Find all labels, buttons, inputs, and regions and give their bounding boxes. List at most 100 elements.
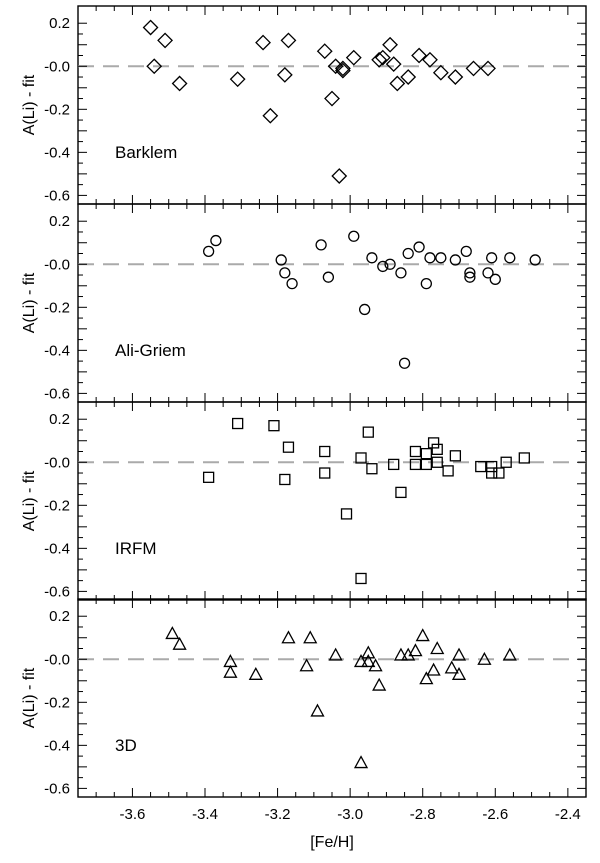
data-point-triangle <box>328 647 343 661</box>
x-tick-label: -3.6 <box>119 806 145 823</box>
x-tick-label: -3.2 <box>265 806 291 823</box>
data-point-triangle <box>451 647 467 661</box>
data-point-triangle <box>415 628 430 642</box>
panel-frame <box>77 401 587 601</box>
data-point-triangle <box>361 645 376 659</box>
data-point-square <box>500 456 512 468</box>
data-point-circle <box>464 271 476 283</box>
panel-frame <box>77 598 587 798</box>
data-point-square <box>431 443 443 455</box>
data-point-diamond <box>374 49 391 66</box>
data-point-triangle <box>419 671 434 685</box>
data-point-diamond <box>447 69 464 85</box>
data-point-circle <box>315 239 327 251</box>
data-point-triangle <box>401 647 416 661</box>
data-point-triangle <box>451 666 467 680</box>
data-point-triangle <box>408 643 423 657</box>
data-point-diamond <box>324 90 340 107</box>
panel-3d: 0.2 -0.0 -0.2 -0.4 -0.6 A(Li) - fit 3D <box>21 598 587 798</box>
data-point-diamond <box>400 69 417 85</box>
data-point-triangle <box>426 662 441 676</box>
data-point-square <box>431 456 443 468</box>
y-tick-label: -0.6 <box>44 780 70 797</box>
data-point-circle <box>348 230 360 242</box>
data-point-diamond <box>331 168 348 184</box>
y-axis-label: A(Li) - fit <box>21 470 38 531</box>
data-points <box>202 230 541 369</box>
data-point-diamond <box>171 75 188 92</box>
data-point-diamond <box>334 62 351 79</box>
y-tick-label: -0.0 <box>44 58 70 75</box>
data-point-triangle <box>353 654 369 668</box>
y-tick-label: 0.2 <box>49 608 70 625</box>
data-point-circle <box>486 252 498 264</box>
data-point-diamond <box>371 51 388 68</box>
y-tick-label: -0.2 <box>44 694 70 711</box>
data-point-circle <box>398 357 411 369</box>
data-point-square <box>427 437 440 449</box>
data-point-triangle <box>248 666 263 680</box>
data-points <box>142 19 496 184</box>
data-point-circle <box>435 252 447 264</box>
data-point-square <box>355 452 367 464</box>
panel-ali-griem: 0.2 -0.0 -0.2 -0.4 -0.6 A(Li) - fit Ali-Griem <box>21 203 587 403</box>
x-tick-label: -2.6 <box>482 806 508 823</box>
data-point-square <box>409 458 422 471</box>
data-point-square <box>420 448 432 460</box>
panel-label: Barklem <box>115 143 177 162</box>
data-point-triangle <box>393 647 409 661</box>
data-point-square <box>282 441 295 453</box>
data-point-triangle <box>303 630 318 644</box>
data-point-triangle <box>368 658 383 672</box>
data-point-square <box>518 452 530 464</box>
data-point-square <box>442 465 454 477</box>
data-point-circle <box>366 252 378 264</box>
data-point-circle <box>413 241 425 253</box>
data-point-circle <box>420 277 432 290</box>
data-point-diamond <box>382 36 398 53</box>
y-tick-label: -0.4 <box>44 342 70 359</box>
data-point-circle <box>286 277 298 290</box>
data-point-triangle <box>223 654 238 668</box>
data-point-diamond <box>334 60 351 77</box>
panel-irfm: 0.2 -0.0 -0.2 -0.4 -0.6 A(Li) - fit IRFM <box>21 401 587 601</box>
data-points <box>165 626 517 769</box>
data-point-circle <box>359 303 371 316</box>
data-point-diamond <box>345 49 362 66</box>
data-point-diamond <box>465 60 482 77</box>
y-axis-label: A(Li) - fit <box>21 272 38 333</box>
panel-frame <box>77 203 587 403</box>
y-tick-label: -0.2 <box>44 497 70 514</box>
data-point-diamond <box>276 66 293 83</box>
data-point-square <box>232 417 244 430</box>
data-point-square <box>202 471 215 483</box>
chart-panels: 0.2 -0.0 -0.2 -0.4 -0.6 A(Li) - fit Barklem 0.2… <box>21 5 587 798</box>
data-point-square <box>409 445 422 458</box>
data-point-square <box>388 458 400 471</box>
x-axis-label: [Fe/H] <box>310 834 354 851</box>
data-point-circle <box>402 247 414 260</box>
y-tick-label: -0.4 <box>44 540 70 557</box>
data-point-circle <box>529 254 541 266</box>
data-point-circle <box>504 252 516 264</box>
data-point-square <box>340 508 353 520</box>
data-point-square <box>420 458 432 471</box>
data-point-diamond <box>142 19 159 36</box>
y-tick-label: -0.0 <box>44 454 70 471</box>
data-point-diamond <box>255 34 271 51</box>
data-point-triangle <box>299 658 314 672</box>
data-point-circle <box>489 273 501 285</box>
data-point-square <box>475 460 487 473</box>
x-tick-label: -3.4 <box>192 806 218 823</box>
data-point-square <box>366 463 378 475</box>
data-point-circle <box>395 267 407 279</box>
data-point-diamond <box>432 64 449 81</box>
panel-label: IRFM <box>115 539 157 558</box>
data-point-circle <box>322 271 335 283</box>
data-point-triangle <box>502 647 517 661</box>
data-point-diamond <box>411 47 428 64</box>
data-point-triangle <box>223 664 238 678</box>
data-point-diamond <box>316 43 333 60</box>
panel-label: 3D <box>115 736 137 755</box>
data-point-circle <box>275 254 287 266</box>
